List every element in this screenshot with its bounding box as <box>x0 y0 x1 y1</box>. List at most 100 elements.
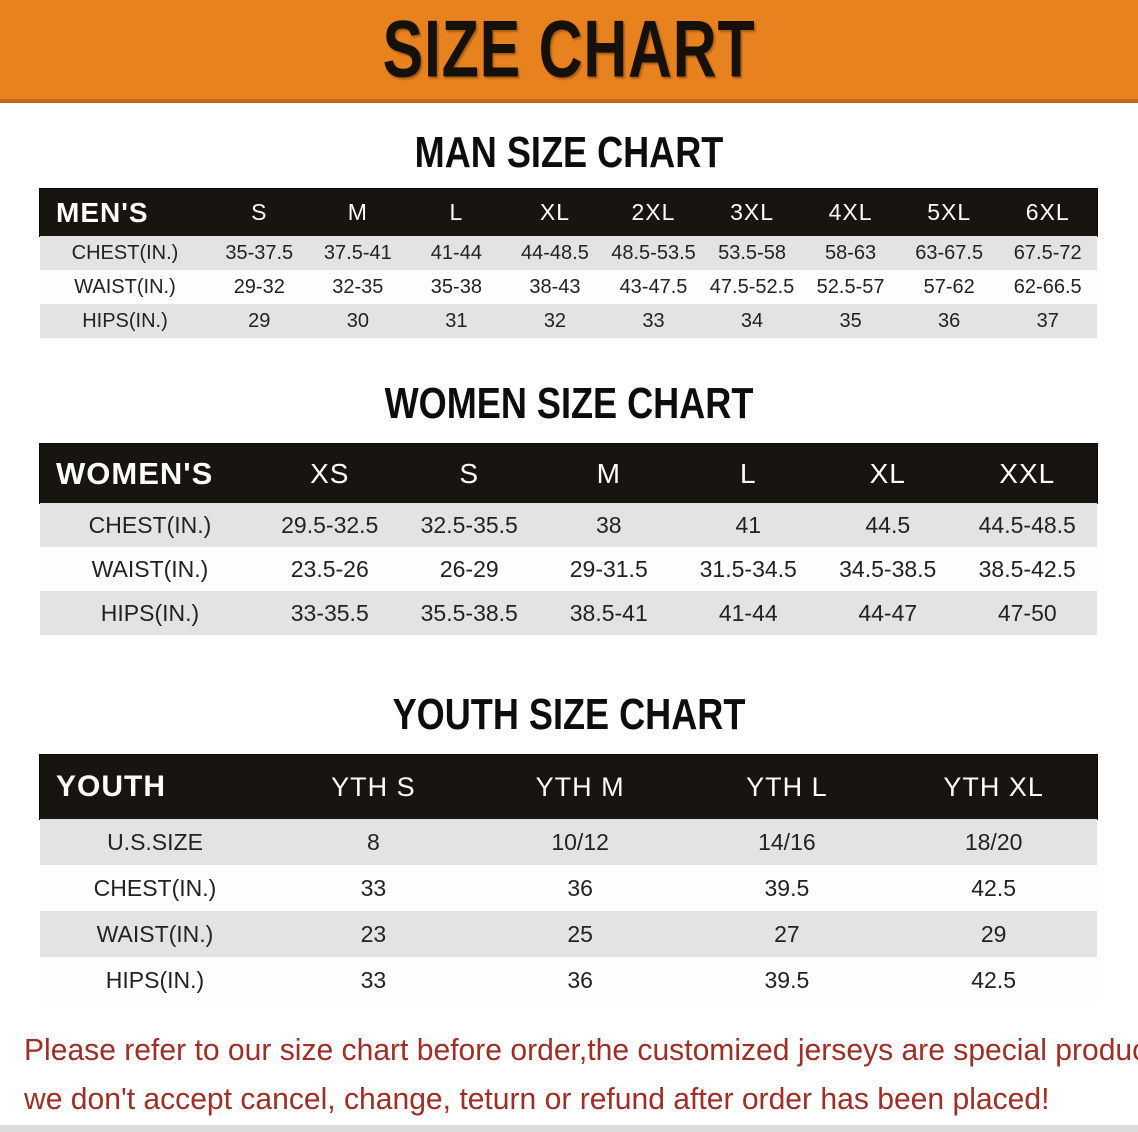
size-value-cell: 35.5-38.5 <box>420 599 518 626</box>
size-value-cell: 63-67.5 <box>915 241 984 264</box>
row-label: WAIST(IN.) <box>91 555 209 582</box>
banner: SIZE CHART <box>0 0 1138 103</box>
table-header-row: WOMEN'S XS S M L XL XXL <box>40 444 1097 503</box>
size-value-cell: 38 <box>595 511 622 538</box>
size-column-header: YTH XL <box>943 771 1044 802</box>
size-value-cell: 32-35 <box>332 275 384 298</box>
size-value-cell: 42.5 <box>971 874 1016 901</box>
bottom-strip <box>0 1125 1138 1132</box>
section-heading-youth: YOUTH SIZE CHART <box>392 690 746 739</box>
size-value-cell: 44.5 <box>865 511 911 538</box>
row-label: CHEST(IN.) <box>93 874 217 901</box>
size-value-cell: 29 <box>248 309 271 332</box>
row-label: WAIST(IN.) <box>74 275 176 298</box>
size-column-header: YTH L <box>746 771 828 802</box>
size-value-cell: 41-44 <box>718 599 778 626</box>
size-value-cell: 23.5-26 <box>290 555 369 582</box>
size-value-cell: 52.5-57 <box>816 275 885 298</box>
disclaimer-line-2: we don't accept cancel, change, teturn o… <box>24 1081 1050 1116</box>
table-row: WAIST(IN.) 29-32 32-35 35-38 38-43 43-47.5 47.… <box>40 270 1097 304</box>
section-heading-men: MAN SIZE CHART <box>414 128 724 177</box>
size-value-cell: 41 <box>735 511 762 538</box>
women-size-table: WOMEN'S XS S M L XL XXL CHEST(IN.) 29.5-32.5 32.5… <box>40 444 1097 635</box>
table-header-row: MEN'S S M L XL 2XL 3XL 4XL 5XL 6XL <box>40 189 1097 236</box>
row-label: HIPS(IN.) <box>100 599 200 626</box>
size-column-header: XS <box>310 457 350 489</box>
size-value-cell: 62-66.5 <box>1013 275 1082 298</box>
group-label: YOUTH <box>56 770 166 803</box>
size-value-cell: 32.5-35.5 <box>420 511 518 538</box>
size-column-header: 4XL <box>828 199 873 225</box>
size-value-cell: 34.5-38.5 <box>839 555 937 582</box>
disclaimer: Please refer to our size chart before or… <box>0 1025 1138 1123</box>
size-value-cell: 26-29 <box>439 555 499 582</box>
disclaimer-line-1: Please refer to our size chart before or… <box>24 1032 1138 1067</box>
section-youth: YOUTH SIZE CHART YOUTH YTH S YTH M YTH L YTH… <box>0 691 1138 1003</box>
group-label: MEN'S <box>56 196 149 228</box>
table-row: CHEST(IN.) 33 36 39.5 42.5 <box>40 865 1097 911</box>
row-label: U.S.SIZE <box>107 828 203 855</box>
size-value-cell: 35 <box>839 309 862 332</box>
size-value-cell: 36 <box>567 874 593 901</box>
table-row: CHEST(IN.) 29.5-32.5 32.5-35.5 38 41 44.5 44.5… <box>40 503 1097 547</box>
size-column-header: YTH S <box>331 771 416 802</box>
size-value-cell: 34 <box>740 309 764 332</box>
size-value-cell: 14/16 <box>758 828 816 855</box>
size-value-cell: 44-47 <box>858 599 918 626</box>
size-value-cell: 67.5-72 <box>1013 241 1082 264</box>
table-header-row: YOUTH YTH S YTH M YTH L YTH XL <box>40 755 1097 819</box>
size-value-cell: 33 <box>642 309 665 332</box>
table-row: HIPS(IN.) 33-35.5 35.5-38.5 38.5-41 41-44 44-… <box>40 591 1097 635</box>
size-value-cell: 27 <box>774 920 800 947</box>
section-men: MAN SIZE CHART MEN'S S M L XL 2XL 3XL 4XL 5XL 6XL… <box>0 129 1138 338</box>
size-value-cell: 35-38 <box>430 275 482 298</box>
size-column-header: 2XL <box>631 199 676 225</box>
size-value-cell: 29 <box>980 920 1007 947</box>
size-value-cell: 35-37.5 <box>225 241 294 264</box>
size-value-cell: 33-35.5 <box>290 599 369 626</box>
size-value-cell: 33 <box>360 966 387 993</box>
size-column-header: L <box>739 457 757 489</box>
men-size-table: MEN'S S M L XL 2XL 3XL 4XL 5XL 6XL CHEST(IN.) 35-37… <box>40 189 1097 338</box>
size-column-header: XL <box>869 457 906 489</box>
size-value-cell: 41-44 <box>430 241 482 264</box>
table-row: WAIST(IN.) 23.5-26 26-29 29-31.5 31.5-34.5 34… <box>40 547 1097 591</box>
row-label: HIPS(IN.) <box>105 966 205 993</box>
group-label: WOMEN'S <box>56 455 214 491</box>
row-label: WAIST(IN.) <box>96 920 214 947</box>
size-value-cell: 38.5-42.5 <box>978 555 1076 582</box>
size-column-header: L <box>449 199 464 225</box>
row-label: CHEST(IN.) <box>71 241 179 264</box>
size-column-header: S <box>459 457 480 489</box>
size-value-cell: 29-32 <box>233 275 285 298</box>
size-value-cell: 32 <box>543 309 567 332</box>
table-row: HIPS(IN.) 29 30 31 32 33 34 35 36 37 <box>40 304 1097 338</box>
size-column-header: M <box>347 199 368 225</box>
size-column-header: XL <box>539 199 570 225</box>
table-row: WAIST(IN.) 23 25 27 29 <box>40 911 1097 957</box>
section-heading-women: WOMEN SIZE CHART <box>384 379 754 428</box>
size-value-cell: 43-47.5 <box>619 275 688 298</box>
size-column-header: 3XL <box>730 199 775 225</box>
size-value-cell: 42.5 <box>971 966 1016 993</box>
size-value-cell: 36 <box>567 966 593 993</box>
size-value-cell: 44.5-48.5 <box>978 511 1076 538</box>
size-column-header: S <box>251 199 268 225</box>
page-title: SIZE CHART <box>382 4 756 95</box>
size-value-cell: 58-63 <box>825 241 877 264</box>
table-row: HIPS(IN.) 33 36 39.5 42.5 <box>40 957 1097 1003</box>
size-value-cell: 39.5 <box>764 874 810 901</box>
size-value-cell: 18/20 <box>964 828 1023 855</box>
section-women: WOMEN SIZE CHART WOMEN'S XS S M L XL XXL CHEST(… <box>0 380 1138 635</box>
youth-size-table: YOUTH YTH S YTH M YTH L YTH XL U.S.SIZE 8 10/12… <box>40 755 1097 1003</box>
size-value-cell: 39.5 <box>764 966 810 993</box>
table-row: U.S.SIZE 8 10/12 14/16 18/20 <box>40 819 1097 865</box>
row-label: HIPS(IN.) <box>82 309 168 332</box>
size-value-cell: 10/12 <box>551 828 609 855</box>
size-value-cell: 38.5-41 <box>569 599 648 626</box>
row-label: CHEST(IN.) <box>88 511 212 538</box>
size-value-cell: 25 <box>567 920 593 947</box>
size-value-cell: 29-31.5 <box>569 555 648 582</box>
size-value-cell: 30 <box>346 309 369 332</box>
